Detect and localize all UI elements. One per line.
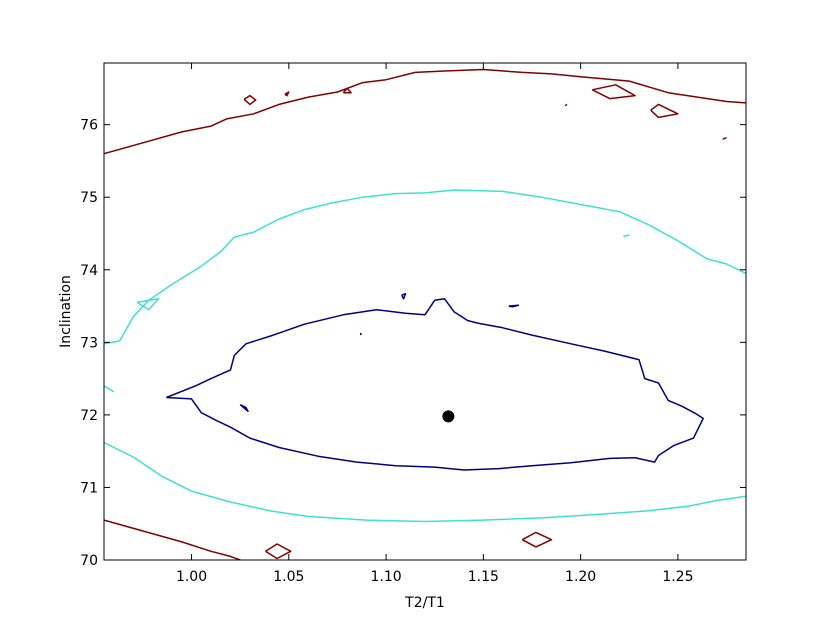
x-axis-label: T2/T1 [404, 595, 445, 611]
x-tick-label: 1.20 [565, 569, 596, 585]
contour-inner-path-2 [401, 292, 407, 300]
contour-outer-path-9 [564, 103, 568, 107]
y-tick-label: 70 [80, 553, 98, 569]
x-tick-label: 1.15 [468, 569, 499, 585]
contour-outer-path-0 [104, 68, 746, 155]
contour-lines [104, 68, 746, 560]
best-fit-point [442, 410, 455, 423]
y-tick-label: 71 [80, 480, 98, 496]
contour-outer-path-3 [521, 531, 553, 548]
marker-layer [442, 410, 455, 423]
y-axis-label: Inclination [58, 275, 74, 348]
contour-outer-path-5 [284, 91, 290, 97]
x-tick-label: 1.05 [273, 569, 304, 585]
y-tick-label: 74 [80, 263, 98, 279]
contour-outer-path-10 [722, 137, 727, 140]
plot-frame [103, 62, 747, 561]
contour-inner-path-1 [239, 404, 249, 413]
contour-outer-path-6 [342, 87, 352, 94]
x-tick-label: 1.10 [371, 569, 402, 585]
axis-ticks: 1.00 1.05 1.10 1.15 1.20 1.25 70 71 72 73 74 75 76 [80, 63, 746, 585]
contour-middle-path-4 [623, 234, 630, 238]
contour-outer-path-8 [591, 84, 636, 100]
y-tick-label: 73 [80, 335, 98, 351]
contour-middle-path-1 [104, 385, 115, 393]
contour-middle-path-3 [136, 298, 160, 311]
y-tick-label: 72 [80, 408, 98, 424]
contour-outer-path-4 [243, 94, 257, 106]
contour-inner-path-3 [508, 304, 520, 308]
contour-middle-path-2 [104, 441, 746, 523]
contour-outer-path-2 [265, 543, 292, 560]
contour-middle-path-0 [104, 189, 746, 345]
x-tick-label: 1.25 [662, 569, 693, 585]
contour-outer-path-1 [104, 519, 241, 560]
x-tick-label: 1.00 [176, 569, 207, 585]
y-tick-label: 75 [80, 190, 98, 206]
contour-outer-path-7 [650, 103, 679, 119]
y-tick-label: 76 [80, 118, 98, 134]
contour-inner-path-0 [166, 298, 704, 471]
